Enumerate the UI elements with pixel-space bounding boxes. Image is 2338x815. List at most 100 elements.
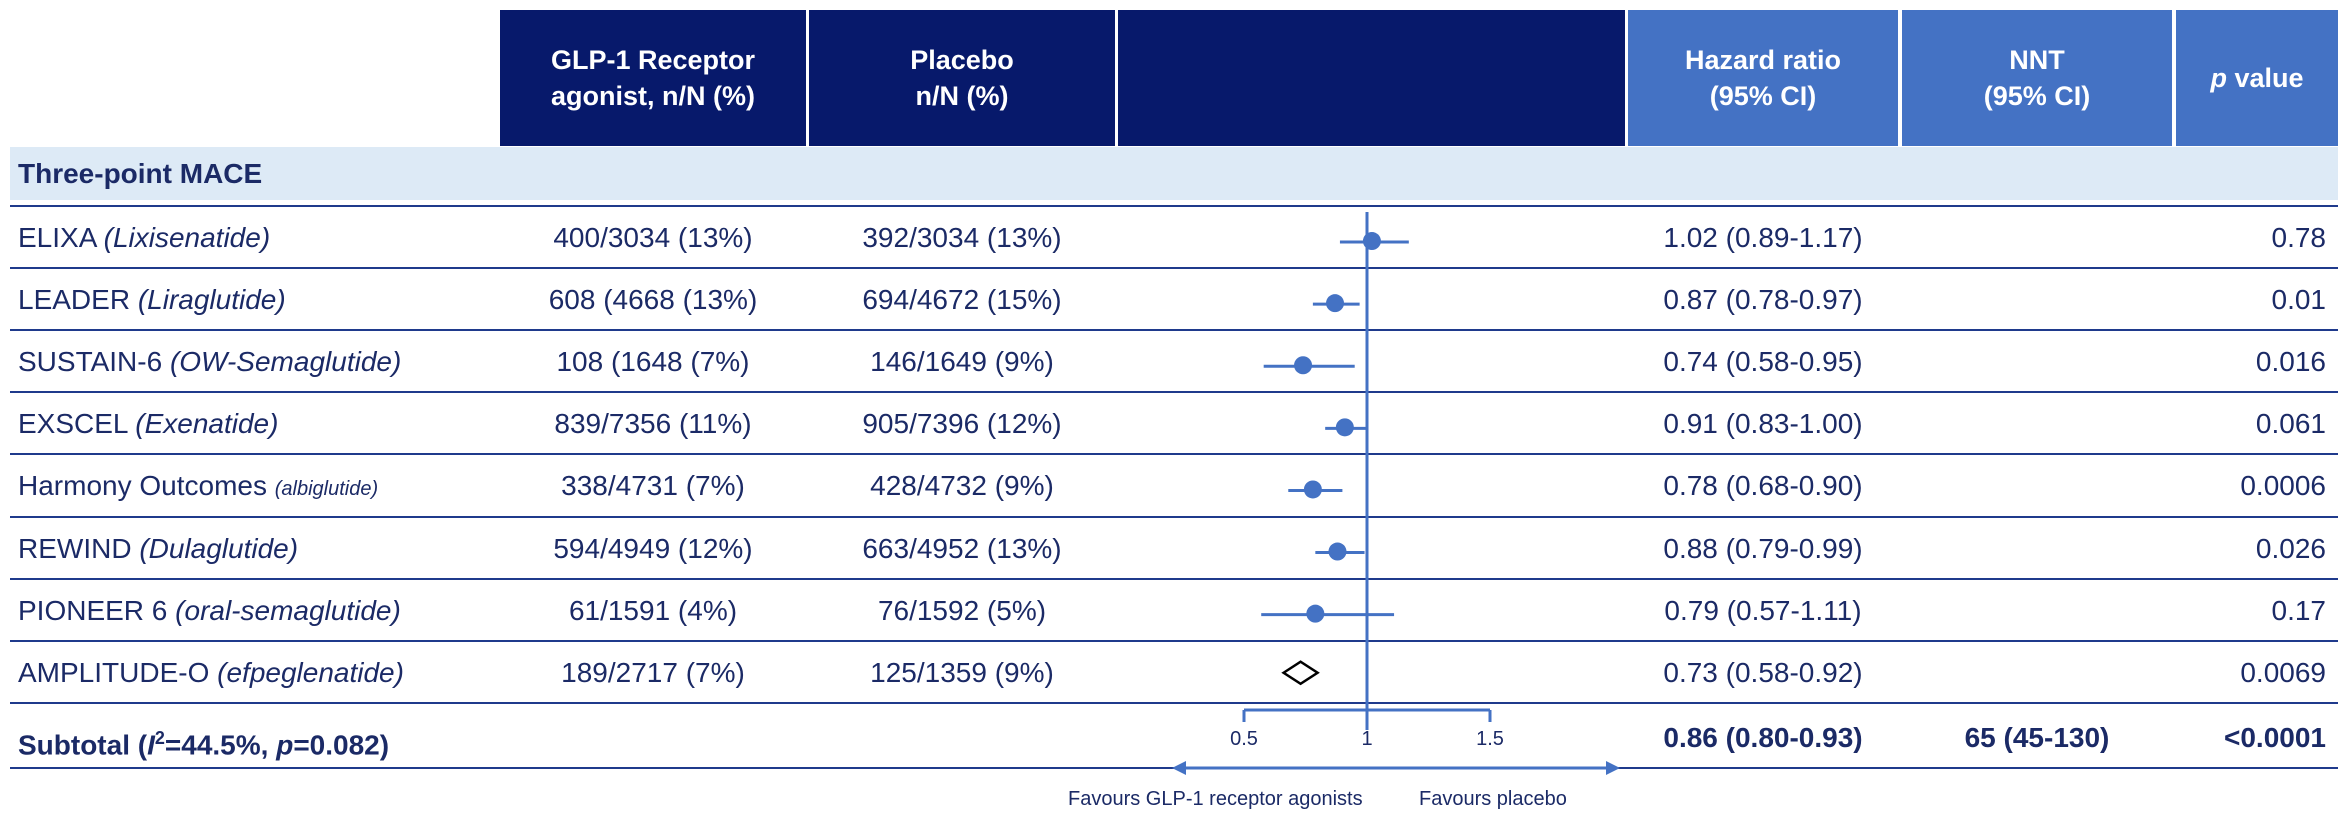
hazard-ratio: 0.79 (0.57-1.11) [1664,594,1862,626]
trial-label: LEADER [18,284,138,316]
subtotal-mid: =44.5%, [164,729,277,761]
trial-name: Harmony Outcomes (albiglutide) [18,455,378,517]
hazard-ratio: 0.91 (0.83-1.00) [1663,408,1863,440]
trial-label: AMPLITUDE-O [18,656,218,688]
x-tick-label: 0.5 [1230,728,1258,750]
placebo-events: 76/1592 (5%) [877,594,1047,626]
header-nnt: NNT (95% CI) [1902,10,2172,146]
glp1-events: 189/2717 (7%) [561,656,745,688]
subtotal-i: I [147,729,155,761]
trial-name: AMPLITUDE-O (efpeglenatide) [18,642,404,704]
row-divider [10,453,2338,456]
header-hr-line2: (95% CI) [1709,81,1817,111]
glp1-events: 839/7356 (11%) [554,408,752,440]
placebo-events: 146/1649 (9%) [870,346,1054,378]
row-divider [10,391,2338,394]
trial-name: ELIXA (Lixisenatide) [18,207,270,269]
row-divider [10,701,2338,704]
trial-label: SUSTAIN-6 [18,346,170,378]
trial-name: SUSTAIN-6 (OW-Semaglutide) [18,331,401,393]
p-value: 0.0006 [2240,470,2326,502]
header-placebo-line2: n/N (%) [915,81,1009,111]
trial-name: LEADER (Liraglutide) [18,269,286,331]
placebo-events: 663/4952 (13%) [862,532,1062,564]
pooled-diamond [1281,660,1320,686]
drug-label: (Liraglutide) [137,284,286,316]
hr-point [1306,604,1325,623]
hazard-ratio: 0.87 (0.78-0.97) [1663,284,1863,316]
section-band [10,147,2338,200]
p-value: 0.026 [2255,532,2326,564]
favours-right-label: Favours placebo [1419,788,1567,810]
glp1-events: 594/4949 (12%) [553,532,753,564]
hazard-ratio: 0.73 (0.58-0.92) [1663,656,1863,688]
p-value: 0.0069 [2240,656,2326,688]
header-nnt-line1: NNT [2009,45,2065,75]
row-divider [10,515,2338,518]
header-glp1-line1: GLP-1 Receptor [550,45,756,75]
header-hr: Hazard ratio (95% CI) [1628,10,1898,146]
hr-point [1294,356,1313,375]
hr-point [1328,542,1347,561]
glp1-events: 61/1591 (4%) [568,594,738,626]
drug-label: (Lixisenatide) [103,222,271,253]
subtotal-nnt: 65 (45-130) [1964,722,2110,753]
header-hr-line1: Hazard ratio [1684,45,1842,75]
header-p-rest: value [2226,63,2304,93]
row-divider [10,267,2338,270]
row-divider [10,639,2338,642]
trial-label: REWIND [18,532,140,564]
header-p: p value [2176,10,2338,146]
hazard-ratio: 0.74 (0.58-0.95) [1663,346,1863,378]
header-placebo-line1: Placebo [910,45,1014,75]
row-divider [10,577,2338,580]
drug-label: (Exenatide) [135,408,279,440]
glp1-events: 108 (1648 (7%) [556,346,750,378]
x-tick-label: 1.5 [1476,728,1504,750]
subtotal-label: Subtotal (I2=44.5%, p=0.082) [18,707,389,769]
subtotal-p: <0.0001 [2224,722,2326,753]
p-value: 0.17 [2271,594,2327,626]
placebo-events: 428/4732 (9%) [870,470,1054,502]
hr-point [1362,232,1381,251]
glp1-events: 608 (4668 (13%) [548,284,758,316]
favours-left-label: Favours GLP-1 receptor agonists [1068,788,1363,810]
trial-label: EXSCEL [18,408,136,440]
hazard-ratio: 1.02 (0.89-1.17) [1663,222,1863,253]
p-value: 0.016 [2255,346,2326,378]
header-plot [1118,10,1625,146]
hazard-ratio: 0.78 (0.68-0.90) [1663,470,1863,502]
subtotal-sup: 2 [154,728,165,748]
glp1-events: 338/4731 (7%) [561,470,745,502]
row-divider [10,329,2338,332]
trial-label: PIONEER 6 [18,594,176,626]
placebo-events: 125/1359 (9%) [870,656,1054,688]
hr-point [1326,294,1345,313]
trial-name: EXSCEL (Exenatide) [18,393,278,455]
trial-name: PIONEER 6 (oral-semaglutide) [18,580,401,642]
placebo-events: 392/3034 (13%) [862,222,1062,253]
x-tick-label: 1 [1361,728,1372,750]
p-value: 0.78 [2271,222,2327,253]
header-placebo: Placebo n/N (%) [809,10,1115,146]
drug-label: (efpeglenatide) [217,656,404,688]
trial-label: ELIXA [18,222,104,253]
glp1-events: 400/3034 (13%) [553,222,753,253]
drug-label: (OW-Semaglutide) [169,346,402,378]
trial-name: REWIND (Dulaglutide) [18,518,298,580]
header-glp1-line2: agonist, n/N (%) [550,81,755,111]
header-p-italic: p [2210,63,2227,93]
p-value: 0.01 [2271,284,2327,316]
drug-label: (Dulaglutide) [139,532,299,564]
drug-label: (oral-semaglutide) [175,594,401,626]
placebo-events: 905/7396 (12%) [862,408,1062,440]
hr-point [1303,480,1322,499]
subtotal-prefix: Subtotal ( [18,729,148,761]
trial-label: Harmony Outcomes [18,470,275,502]
hr-point [1335,418,1354,437]
header-nnt-line2: (95% CI) [1983,81,2091,111]
hazard-ratio: 0.88 (0.79-0.99) [1663,532,1863,564]
subtotal-hr: 0.86 (0.80-0.93) [1663,722,1863,753]
subtotal-end: =0.082) [293,729,390,761]
header-glp1: GLP-1 Receptor agonist, n/N (%) [500,10,806,146]
